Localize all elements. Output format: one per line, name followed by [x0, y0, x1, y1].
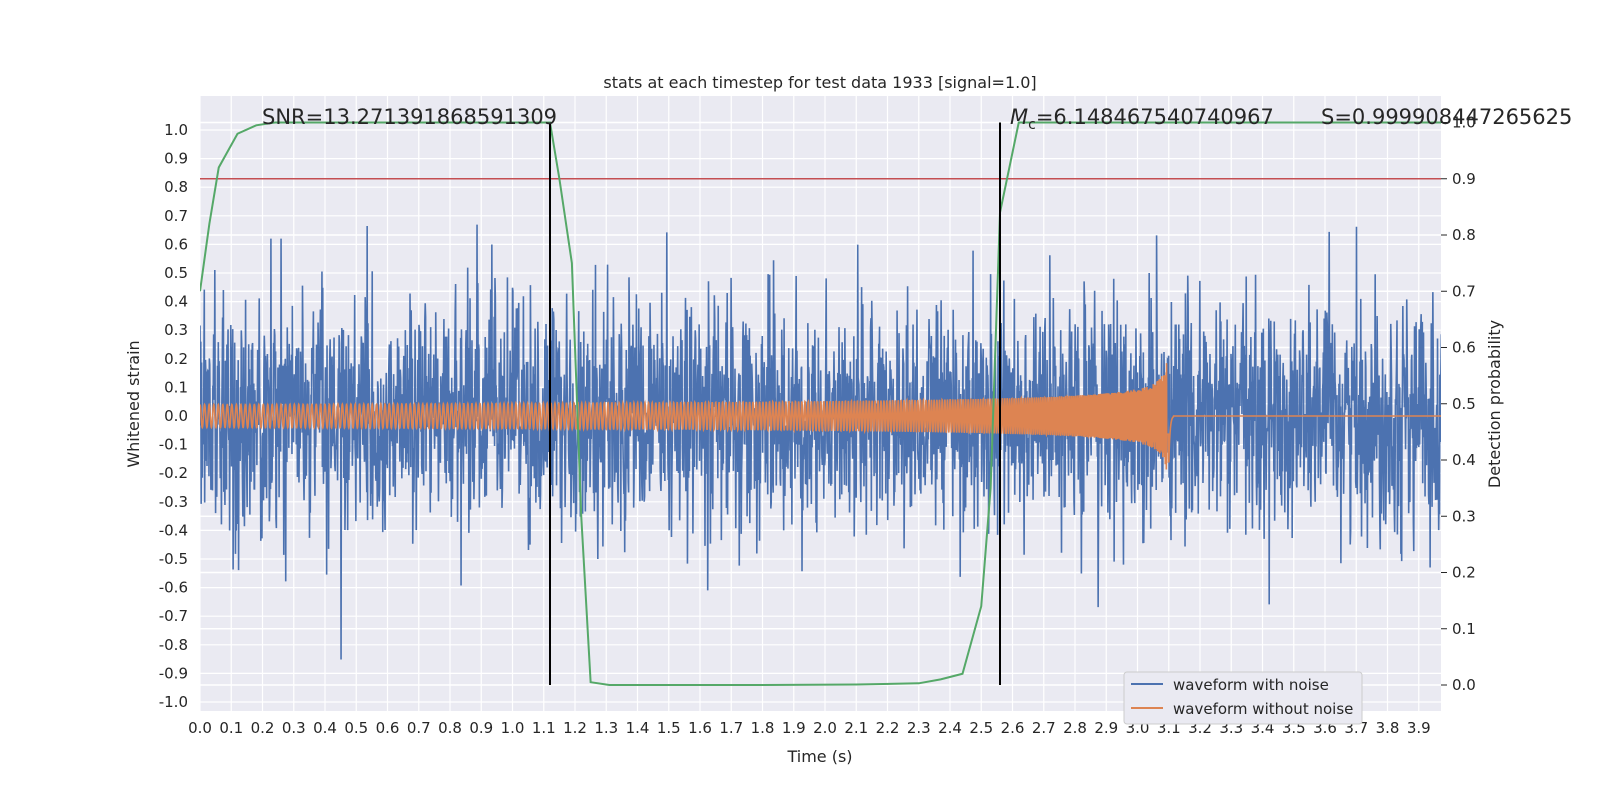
x-tick-label: 1.3 — [594, 719, 618, 737]
y-tick-label: -1.0 — [159, 693, 188, 711]
y-tick-label: -0.2 — [159, 464, 188, 482]
x-tick-label: 2.0 — [813, 719, 837, 737]
x-tick-label: 0.0 — [188, 719, 212, 737]
y-tick-label: -0.1 — [159, 436, 188, 454]
x-tick-label: 2.2 — [876, 719, 900, 737]
x-tick-label: 0.4 — [313, 719, 337, 737]
x-tick-label: 0.6 — [376, 719, 400, 737]
x-tick-label: 0.1 — [219, 719, 243, 737]
chart-title: stats at each timestep for test data 193… — [603, 73, 1036, 92]
grid-horizontal — [200, 129, 1441, 703]
x-tick-label: 0.7 — [407, 719, 431, 737]
x-tick-label: 3.9 — [1407, 719, 1431, 737]
chirp-mass-value: =6.148467540740967 — [1036, 105, 1274, 129]
y-tick-label: -0.5 — [159, 550, 188, 568]
y2-tick-label: 0.2 — [1452, 564, 1476, 582]
y-tick-label: 0.2 — [164, 350, 188, 368]
x-tick-label: 1.4 — [626, 719, 650, 737]
x-tick-label: 2.6 — [1001, 719, 1025, 737]
x-tick-label: 2.4 — [938, 719, 962, 737]
y-axis-ticks: 1.0 0.9 0.8 0.7 0.6 0.5 0.4 0.3 0.2 0.1 0.0 -0.1 -0.… — [159, 121, 188, 711]
x-tick-label: 1.0 — [501, 719, 525, 737]
series-line-waveform-with-noise — [200, 224, 1441, 660]
y2-tick-label: 0.7 — [1452, 282, 1476, 300]
x-tick-label: 0.5 — [344, 719, 368, 737]
x-tick-label: 2.1 — [844, 719, 868, 737]
x-tick-label: 0.8 — [438, 719, 462, 737]
y-tick-label: -0.7 — [159, 607, 188, 625]
legend-label-waveform-without-noise: waveform without noise — [1173, 700, 1353, 718]
y-tick-label: 0.1 — [164, 378, 188, 396]
y2-axis-label: Detection probability — [1485, 320, 1504, 488]
x-tick-label: 1.8 — [751, 719, 775, 737]
x-tick-label: 0.3 — [282, 719, 306, 737]
y2-tick-label: 0.5 — [1452, 395, 1476, 413]
y-tick-label: 1.0 — [164, 121, 188, 139]
x-tick-label: 2.9 — [1094, 719, 1118, 737]
x-tick-label: 2.3 — [907, 719, 931, 737]
y2-tick-label: 0.8 — [1452, 226, 1476, 244]
y2-tick-label: 0.1 — [1452, 620, 1476, 638]
legend-label-waveform-with-noise: waveform with noise — [1173, 676, 1329, 694]
x-tick-label: 1.9 — [782, 719, 806, 737]
y-tick-label: 0.6 — [164, 235, 188, 253]
y-axis-label: Whitened strain — [124, 340, 143, 467]
series-line-waveform-without-noise — [200, 363, 1441, 470]
x-tick-label: 0.2 — [251, 719, 275, 737]
legend: waveform with noise waveform without noi… — [1123, 671, 1363, 725]
x-axis-ticks: 0.0 0.1 0.2 0.3 0.4 0.5 0.6 0.7 0.8 0.9 1.0 1.1 1.2 1… — [188, 719, 1431, 737]
y-tick-label: 0.3 — [164, 321, 188, 339]
y-tick-label: -0.3 — [159, 493, 188, 511]
y-tick-label: 0.5 — [164, 264, 188, 282]
x-tick-label: 1.2 — [563, 719, 587, 737]
x-tick-label: 1.7 — [719, 719, 743, 737]
y-tick-label: 0.0 — [164, 407, 188, 425]
y-tick-label: -0.4 — [159, 521, 188, 539]
y2-tick-label: 0.3 — [1452, 507, 1476, 525]
x-axis-label: Time (s) — [786, 747, 852, 766]
y2-tick-label: 0.0 — [1452, 676, 1476, 694]
y2-tick-label: 0.9 — [1452, 170, 1476, 188]
y-tick-label: 0.9 — [164, 150, 188, 168]
chirp-mass-annotation: Mc=6.148467540740967 — [1010, 105, 1274, 133]
chirp-mass-symbol: M — [1010, 105, 1028, 129]
x-tick-label: 1.5 — [657, 719, 681, 737]
x-tick-label: 2.7 — [1032, 719, 1056, 737]
x-tick-label: 1.6 — [688, 719, 712, 737]
y-tick-label: 0.8 — [164, 178, 188, 196]
y-tick-label: 0.7 — [164, 207, 188, 225]
y-tick-label: -0.6 — [159, 579, 188, 597]
y2-tick-label: 0.4 — [1452, 451, 1476, 469]
x-tick-label: 2.5 — [969, 719, 993, 737]
s-annotation: S=0.999908447265625 — [1321, 105, 1572, 129]
y2-tick-label: 0.6 — [1452, 339, 1476, 357]
chirp-mass-subscript: c — [1028, 117, 1036, 133]
y-tick-label: -0.8 — [159, 636, 188, 654]
y2-tick-label: 1.0 — [1452, 114, 1476, 132]
x-tick-label: 0.9 — [469, 719, 493, 737]
y2-axis-ticks: 1.0 0.9 0.8 0.7 0.6 0.5 0.4 0.3 0.2 0.1 0.0 — [1441, 114, 1476, 694]
snr-annotation: SNR=13.271391868591309 — [262, 105, 557, 129]
y-tick-label: -0.9 — [159, 664, 188, 682]
x-tick-label: 1.1 — [532, 719, 556, 737]
y-tick-label: 0.4 — [164, 293, 188, 311]
x-tick-label: 2.8 — [1063, 719, 1087, 737]
legend-box — [1123, 671, 1363, 725]
x-tick-label: 3.8 — [1376, 719, 1400, 737]
detection-markers — [549, 122, 1001, 685]
